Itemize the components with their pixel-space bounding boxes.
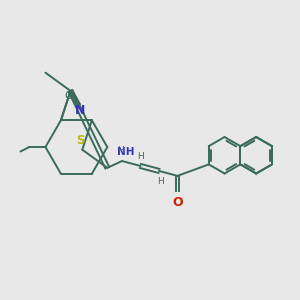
Text: N: N [75, 104, 85, 117]
Text: H: H [137, 152, 144, 161]
Text: H: H [117, 146, 124, 154]
Text: O: O [172, 196, 183, 208]
Text: H: H [157, 177, 164, 186]
Text: C: C [64, 92, 72, 101]
Text: NH: NH [117, 148, 134, 158]
Text: S: S [76, 134, 85, 147]
